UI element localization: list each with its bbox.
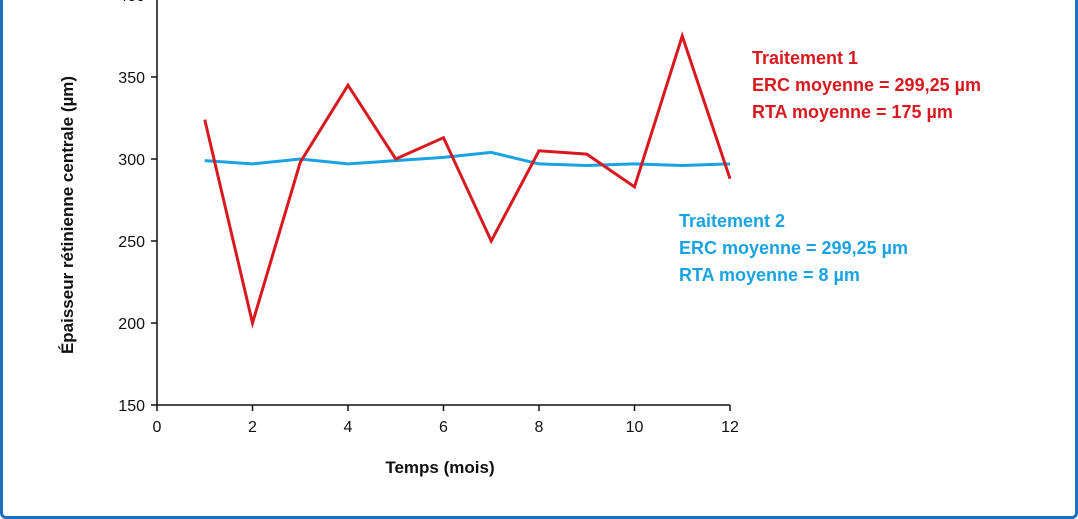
- y-tick-label: 150: [118, 398, 145, 415]
- annotation-1-line-1: Traitement 1: [752, 48, 858, 68]
- series-line-traitement-1: [203, 31, 732, 329]
- annotation-traitement-2: Traitement 2 ERC moyenne = 299,25 µm RTA…: [679, 211, 908, 285]
- annotation-1-line-3: RTA moyenne = 175 µm: [752, 102, 953, 122]
- x-tick-label: 12: [721, 419, 739, 436]
- x-axis: 0 2 4 6 8 10 12: [153, 404, 739, 436]
- annotation-traitement-1: Traitement 1 ERC moyenne = 299,25 µm RTA…: [752, 48, 981, 122]
- y-tick-label: 200: [118, 316, 145, 333]
- annotation-2-line-1: Traitement 2: [679, 211, 785, 231]
- x-axis-title: Temps (mois): [385, 458, 494, 477]
- x-tick-label: 0: [153, 419, 162, 436]
- y-tick-label: 400: [118, 0, 145, 5]
- annotation-2-line-3: RTA moyenne = 8 µm: [679, 265, 860, 285]
- x-tick-label: 10: [626, 419, 644, 436]
- x-tick-label: 8: [535, 419, 544, 436]
- x-tick-label: 4: [344, 419, 353, 436]
- x-tick-label: 2: [248, 419, 257, 436]
- x-tick-label: 6: [439, 419, 448, 436]
- y-tick-label: 300: [118, 152, 145, 169]
- y-tick-label: 350: [118, 70, 145, 87]
- annotation-1-line-2: ERC moyenne = 299,25 µm: [752, 75, 981, 95]
- annotation-2-line-2: ERC moyenne = 299,25 µm: [679, 238, 908, 258]
- y-axis-title: Épaisseur rétinienne centrale (µm): [58, 76, 77, 354]
- series-line-traitement-2: [204, 150, 731, 168]
- y-tick-label: 250: [118, 234, 145, 251]
- y-axis: 150 200 250 300 350 400: [118, 0, 158, 415]
- series-layer: [203, 31, 732, 329]
